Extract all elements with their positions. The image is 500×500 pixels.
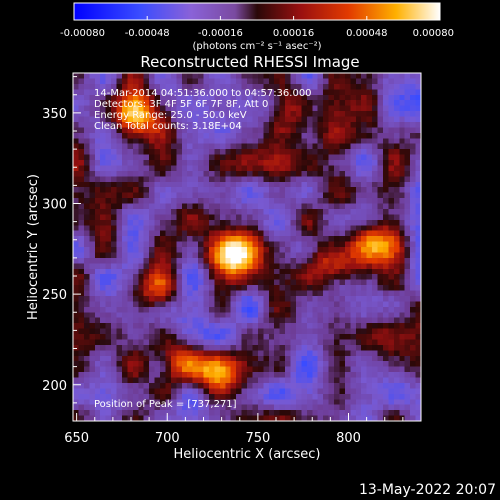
plot-area: 14-Mar-2014 04:51:36.000 to 04:57:36.000… [73,73,421,421]
annotation-time-range: 14-Mar-2014 04:51:36.000 to 04:57:36.000 [94,88,312,99]
annotation-clean-counts: Clean Total counts: 3.18E+04 [94,121,242,132]
y-tick-label: 300 [42,198,67,213]
plot-frame [72,72,422,422]
x-tick-label: 650 [64,431,89,446]
x-axis: 650 700 750 800 [64,413,422,446]
annotation-block: 14-Mar-2014 04:51:36.000 to 04:57:36.000… [94,88,312,132]
colorbar-tick-label: 0.00016 [273,28,314,39]
colorbar-tick-label: -0.00048 [125,28,170,39]
x-tick-label: 700 [155,431,180,446]
colorbar-tick-label: -0.00016 [198,28,243,39]
x-tick-label: 750 [245,431,270,446]
colorbar-tick-label: 0.00048 [346,28,387,39]
heatmap-image [73,73,421,421]
y-axis: 200 250 300 350 [42,76,81,404]
colorbar-tick-label: 0.00080 [413,28,454,39]
colorbar-units: (photons cm⁻² s⁻¹ asec⁻²) [192,41,321,52]
annotation-energy-range: Energy Range: 25.0 - 50.0 keV [94,110,247,121]
colorbar [73,2,441,21]
x-tick-label: 800 [336,431,361,446]
y-tick-label: 250 [42,288,67,303]
annotation-detectors: Detectors: 3F 4F 5F 6F 7F 8F, Att 0 [94,99,268,110]
colorbar-ticks: -0.00080 -0.00048 -0.00016 0.00016 0.00048 0.… [60,16,454,39]
x-axis-label: Heliocentric X (arcsec) [174,447,321,462]
y-tick-label: 350 [42,107,67,122]
y-tick-label: 200 [42,379,67,394]
footer-date: 13-May-2022 20:07 [359,482,496,498]
peak-position-label: Position of Peak = [737,271] [94,399,237,410]
y-axis-label: Heliocentric Y (arcsec) [26,174,41,320]
chart-title: Reconstructed RHESSI Image [140,53,359,71]
colorbar-tick-label: -0.00080 [60,28,105,39]
